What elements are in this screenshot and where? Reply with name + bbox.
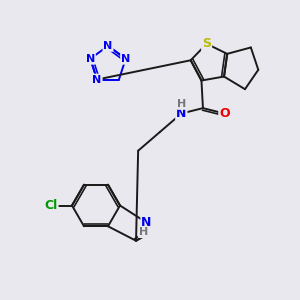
- Text: O: O: [219, 107, 230, 120]
- Text: N: N: [92, 74, 102, 85]
- Text: N: N: [103, 41, 112, 51]
- Text: H: H: [177, 99, 187, 109]
- Text: N: N: [86, 54, 95, 64]
- Text: Cl: Cl: [44, 199, 58, 212]
- Text: N: N: [141, 216, 152, 229]
- Text: N: N: [121, 54, 130, 64]
- Text: N: N: [176, 107, 187, 120]
- Text: S: S: [202, 37, 211, 50]
- Text: H: H: [139, 227, 148, 237]
